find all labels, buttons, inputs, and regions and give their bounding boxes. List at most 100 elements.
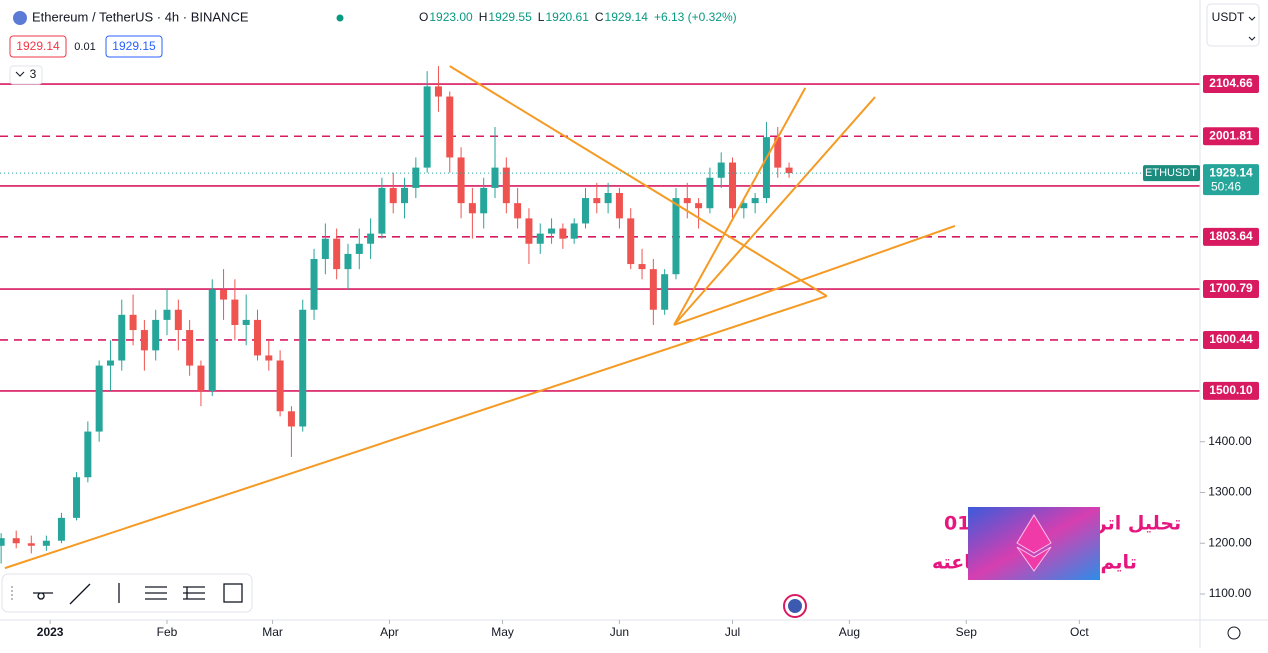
x-tick-label: 2023 [37, 625, 64, 639]
level-label: 1803.64 [1209, 229, 1253, 243]
candle-body [0, 538, 5, 546]
candle-body [208, 289, 216, 391]
ohlc-value: 1920.61 [545, 10, 589, 24]
candle-body [321, 238, 329, 259]
candle-body [468, 203, 476, 214]
candle-body [457, 157, 465, 204]
level-label-box [1203, 75, 1259, 94]
bid-price: 1929.14 [16, 39, 60, 53]
x-tick-label: May [491, 625, 514, 639]
ask-price: 1929.15 [112, 39, 156, 53]
flag-icon-inner [788, 599, 802, 613]
candle-body [253, 319, 261, 356]
candle-body [367, 233, 375, 244]
candle-body [661, 274, 669, 310]
candle-body [627, 218, 635, 265]
spread: 0.01 [74, 41, 95, 53]
drawing-toolbar [1, 573, 253, 613]
candle-body [73, 477, 81, 518]
y-tick-label: 1100.00 [1209, 586, 1252, 600]
candle-body [299, 309, 307, 427]
x-tick-label: Sep [956, 625, 978, 639]
candle-body [95, 365, 103, 432]
x-tick-label: Mar [262, 625, 283, 639]
candle-body [570, 223, 578, 239]
level-label: 2001.81 [1209, 128, 1253, 142]
candle-body [242, 319, 250, 325]
candle-body [502, 167, 510, 204]
y-tick-label: 1300.00 [1208, 485, 1252, 499]
tool-trendline[interactable] [69, 583, 91, 605]
candle-body [649, 269, 657, 310]
level-label-box [1203, 280, 1259, 299]
symbol-label-box [1143, 165, 1200, 182]
candle-body [559, 228, 567, 239]
ask-box[interactable] [105, 35, 163, 58]
ohlc-change: +6.13 (+0.32%) [654, 10, 737, 24]
trendline [449, 65, 828, 297]
candle-body [152, 319, 160, 351]
indicators-toggle[interactable] [9, 65, 43, 85]
bid-box[interactable] [9, 35, 67, 58]
y-tick-label: 1200.00 [1208, 535, 1252, 549]
market-status-dot [336, 14, 344, 22]
settings-icon[interactable] [1227, 626, 1241, 640]
trendline [673, 225, 956, 326]
candle-body [695, 203, 703, 209]
candle-body [42, 540, 50, 546]
x-tick-label: Oct [1070, 625, 1089, 639]
trendline [4, 295, 828, 570]
chevrons [1248, 16, 1256, 41]
candle-body [186, 330, 194, 366]
ohlc-key: C [595, 10, 604, 24]
candle-body [140, 330, 148, 351]
candle-body [412, 167, 420, 188]
candle-body [163, 309, 171, 320]
candle-body [231, 299, 239, 325]
ohlc-value: 1929.55 [488, 10, 532, 24]
last-price-label: 1929.14 [1209, 165, 1253, 179]
level-label-box [1203, 127, 1259, 146]
candle-body [265, 355, 273, 361]
symbol-title: Ethereum / TetherUS · 4h · BINANCE [32, 9, 249, 24]
ohlc-key: L [538, 10, 545, 24]
currency-select[interactable] [1206, 3, 1260, 47]
candle-body [581, 198, 589, 224]
tool-hline[interactable] [33, 592, 53, 600]
level-label: 1500.10 [1209, 383, 1253, 397]
candle-body [729, 162, 737, 209]
candle-body [785, 167, 793, 174]
level-label-box [1203, 381, 1259, 400]
tool-fib[interactable] [183, 586, 205, 600]
tool-rect[interactable] [223, 583, 243, 603]
currency: USDT [1212, 10, 1245, 24]
ohlc-key: O [419, 10, 428, 24]
candle-body [740, 203, 748, 209]
candle-body [548, 228, 556, 234]
level-label-box [1203, 330, 1259, 349]
ohlc-value: 1929.14 [605, 10, 649, 24]
candle-body [174, 309, 182, 331]
candle-body [480, 187, 488, 214]
candle-body [672, 198, 680, 275]
candle-body [389, 187, 397, 204]
candle-body [84, 431, 92, 478]
candle-body [129, 314, 137, 331]
candle-body [118, 314, 126, 361]
chevron [15, 71, 25, 77]
candle-body [514, 203, 522, 219]
symbol-label: ETHUSDT [1145, 167, 1197, 179]
tool-channel[interactable] [145, 586, 167, 600]
indicator-count: 3 [30, 67, 37, 81]
level-label: 1700.79 [1209, 281, 1253, 295]
candle-body [706, 177, 714, 209]
ohlc-value: 1923.00 [429, 10, 473, 24]
x-tick-label: Jul [725, 625, 740, 639]
ohlc-legend: O 1923.00 H 1929.55 L 1920.61 C 1929.14 +6.13 (+… [419, 10, 737, 24]
candle-body [615, 192, 623, 219]
plot-area [0, 65, 1200, 570]
x-tick-label: Apr [380, 625, 399, 639]
candle-body [344, 253, 352, 270]
